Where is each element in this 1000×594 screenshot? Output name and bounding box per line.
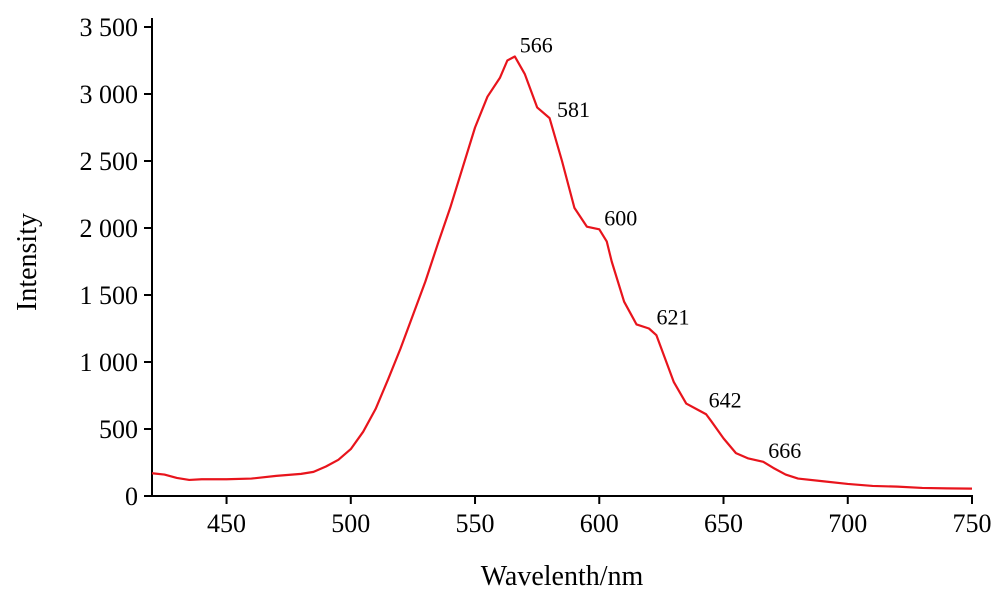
x-tick-label: 750 bbox=[953, 509, 992, 538]
x-tick-label: 600 bbox=[580, 509, 619, 538]
peak-label: 642 bbox=[709, 388, 742, 413]
y-tick-label: 3 500 bbox=[80, 13, 139, 42]
y-tick-label: 0 bbox=[125, 482, 138, 511]
y-tick-label: 2 000 bbox=[80, 214, 139, 243]
y-tick-label: 500 bbox=[99, 415, 138, 444]
peak-label: 581 bbox=[557, 97, 590, 122]
x-tick-label: 450 bbox=[207, 509, 246, 538]
peak-label: 621 bbox=[656, 305, 689, 330]
x-tick-label: 650 bbox=[704, 509, 743, 538]
x-tick-label: 700 bbox=[828, 509, 867, 538]
x-axis-title: Wavelenth/nm bbox=[481, 561, 644, 592]
x-tick-label: 500 bbox=[331, 509, 370, 538]
spectrum-line bbox=[151, 55, 973, 490]
x-tick-label: 550 bbox=[456, 509, 495, 538]
y-tick-label: 1 500 bbox=[80, 281, 139, 310]
y-axis-title: Intensity bbox=[12, 213, 43, 311]
y-tick-label: 2 500 bbox=[80, 147, 139, 176]
peak-label: 566 bbox=[520, 32, 553, 57]
peak-label: 666 bbox=[768, 438, 801, 463]
y-tick-label: 3 000 bbox=[80, 80, 139, 109]
peak-label: 600 bbox=[604, 205, 637, 230]
y-tick-label: 1 000 bbox=[80, 348, 139, 377]
